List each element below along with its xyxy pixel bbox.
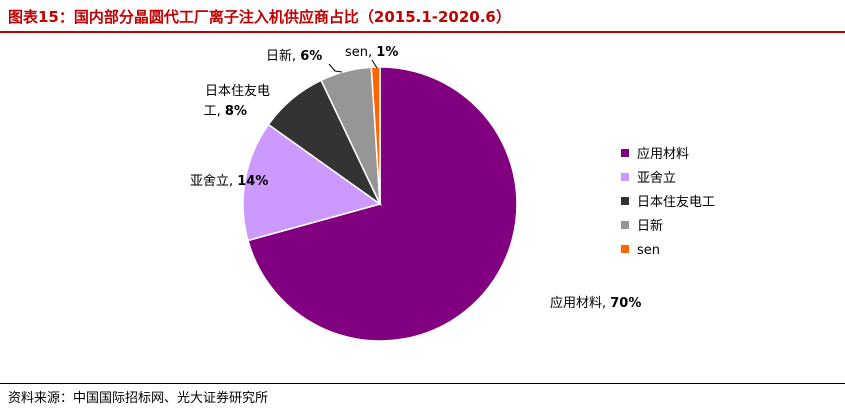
pie-chart: 应用材料, 70% 亚舍立, 14% 日本住友电工, 8% 日新, 6% sen, 1%… [0, 34, 845, 379]
slice-axcelis [242, 123, 382, 242]
label-applied-materials: 应用材料, 70% [550, 295, 641, 311]
legend-sen-swatch [621, 245, 629, 253]
source-note: 资料来源：中国国际招标网、光大证券研究所 [8, 391, 269, 406]
legend-sumitomo-label: 日本住友电工 [637, 194, 715, 210]
pie-chart-svg: 应用材料, 70% 亚舍立, 14% 日本住友电工, 8% 日新, 6% sen, 1%… [190, 45, 715, 342]
legend-sumitomo-swatch [621, 197, 629, 205]
slice-sen [370, 66, 381, 205]
footer-rule [0, 383, 845, 384]
legend-sen-label: sen [637, 243, 660, 258]
legend-axcelis-label: 亚舍立 [637, 171, 676, 186]
label-nissin: 日新, 6% [266, 48, 322, 64]
leader-line-nissin [328, 63, 343, 73]
legend-nissin-swatch [621, 221, 629, 229]
leader-line-sen [371, 59, 378, 69]
label-sen: sen, 1% [345, 45, 398, 60]
title-bar: 图表15：国内部分晶圆代工厂离子注入机供应商占比（2015.1-2020.6） [0, 0, 845, 33]
title-rule [0, 31, 845, 33]
label-sumitomo-line2: 工, 8% [204, 104, 247, 119]
legend-nissin-label: 日新 [637, 218, 663, 234]
chart-title: 图表15：国内部分晶圆代工厂离子注入机供应商占比（2015.1-2020.6） [8, 8, 511, 26]
label-sumitomo-line1: 日本住友电 [205, 83, 270, 99]
slice-applied-materials [247, 66, 518, 342]
legend-applied-materials-label: 应用材料 [637, 146, 689, 162]
legend-applied-materials-swatch [621, 149, 629, 157]
legend-axcelis-swatch [621, 173, 629, 181]
label-axcelis: 亚舍立, 14% [190, 174, 268, 189]
